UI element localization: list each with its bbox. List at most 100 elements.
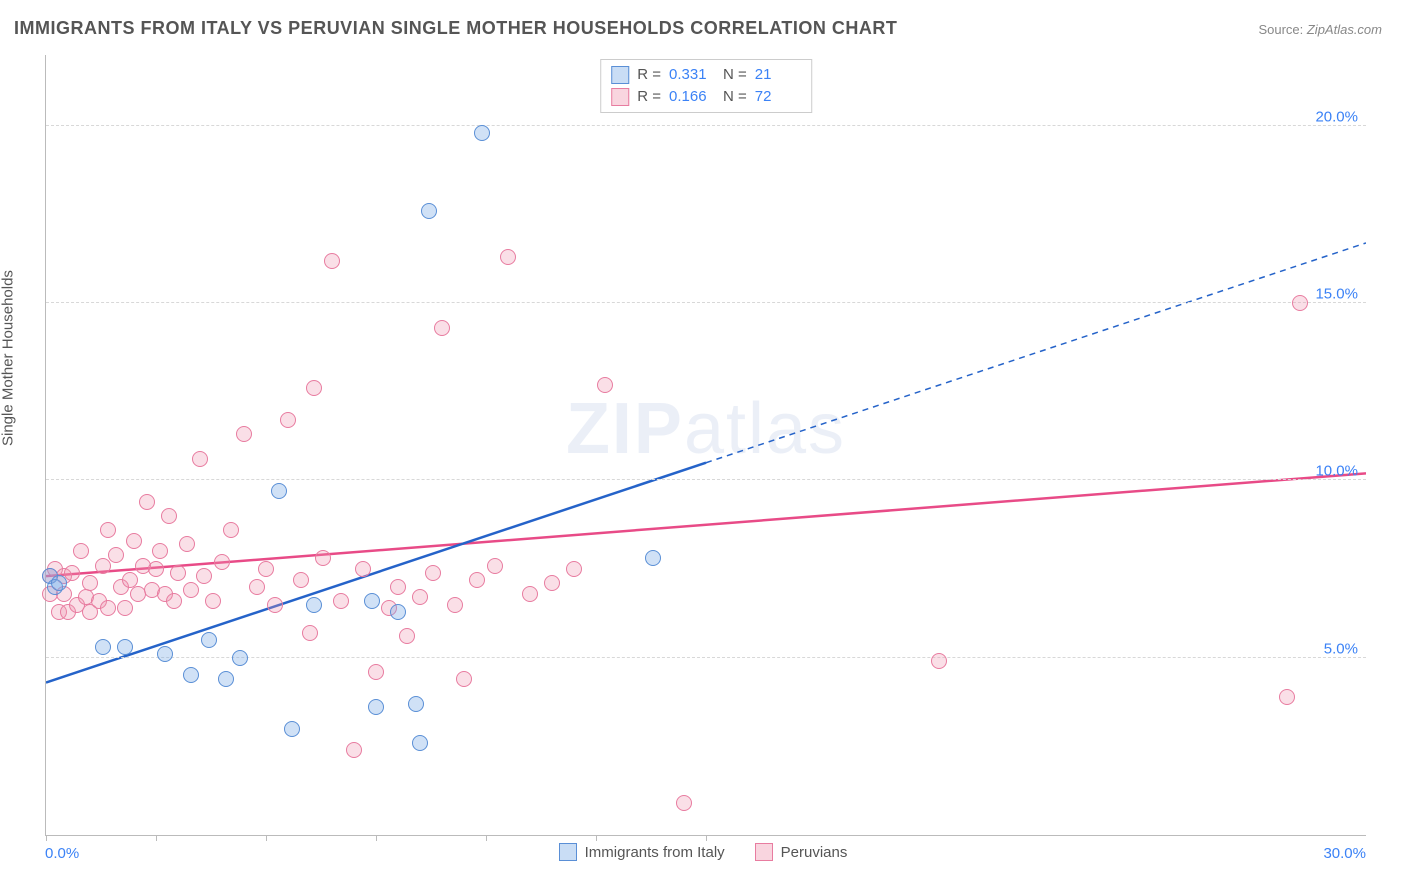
legend-statistics: R = 0.331 N = 21 R = 0.166 N = 72 (600, 59, 812, 113)
n-value-blue: 21 (755, 64, 801, 86)
x-tick-mark (156, 835, 157, 841)
legend-series: Immigrants from Italy Peruvians (0, 843, 1406, 861)
plot-area: ZIPatlas R = 0.331 N = 21 R = 0.166 N = … (45, 55, 1366, 836)
data-point (390, 604, 406, 620)
legend-item-pink: Peruvians (755, 843, 848, 861)
data-point (425, 565, 441, 581)
data-point (355, 561, 371, 577)
data-point (306, 380, 322, 396)
data-point (64, 565, 80, 581)
data-point (293, 572, 309, 588)
data-point (161, 508, 177, 524)
swatch-pink (611, 88, 629, 106)
data-point (126, 533, 142, 549)
chart-container: IMMIGRANTS FROM ITALY VS PERUVIAN SINGLE… (0, 0, 1406, 892)
data-point (469, 572, 485, 588)
data-point (139, 494, 155, 510)
data-point (82, 575, 98, 591)
n-label-pink: N = (723, 86, 747, 108)
data-point (258, 561, 274, 577)
x-tick-mark (706, 835, 707, 841)
data-point (315, 550, 331, 566)
data-point (232, 650, 248, 666)
swatch-pink-icon (755, 843, 773, 861)
data-point (192, 451, 208, 467)
data-point (1279, 689, 1295, 705)
n-value-pink: 72 (755, 86, 801, 108)
gridline (46, 302, 1366, 303)
y-tick-label: 5.0% (1324, 640, 1358, 657)
source-attribution: Source: ZipAtlas.com (1258, 22, 1382, 37)
swatch-blue-icon (559, 843, 577, 861)
y-tick-label: 10.0% (1315, 463, 1358, 480)
data-point (73, 543, 89, 559)
data-point (271, 483, 287, 499)
data-point (223, 522, 239, 538)
regression-lines-layer (46, 55, 1366, 835)
gridline (46, 479, 1366, 480)
r-label-pink: R = (637, 86, 661, 108)
data-point (117, 639, 133, 655)
data-point (267, 597, 283, 613)
data-point (456, 671, 472, 687)
data-point (324, 253, 340, 269)
x-tick-mark (596, 835, 597, 841)
data-point (95, 639, 111, 655)
data-point (931, 653, 947, 669)
data-point (500, 249, 516, 265)
data-point (676, 795, 692, 811)
watermark-light: atlas (684, 389, 846, 469)
data-point (183, 667, 199, 683)
watermark: ZIPatlas (566, 388, 846, 470)
x-tick-mark (376, 835, 377, 841)
data-point (108, 547, 124, 563)
x-tick-mark (266, 835, 267, 841)
y-tick-label: 20.0% (1315, 108, 1358, 125)
data-point (487, 558, 503, 574)
data-point (306, 597, 322, 613)
data-point (399, 628, 415, 644)
data-point (100, 600, 116, 616)
data-point (474, 125, 490, 141)
n-label-blue: N = (723, 64, 747, 86)
data-point (183, 582, 199, 598)
legend-row-pink: R = 0.166 N = 72 (611, 86, 801, 108)
data-point (117, 600, 133, 616)
data-point (196, 568, 212, 584)
chart-title: IMMIGRANTS FROM ITALY VS PERUVIAN SINGLE… (14, 18, 897, 39)
legend-row-blue: R = 0.331 N = 21 (611, 64, 801, 86)
data-point (421, 203, 437, 219)
data-point (447, 597, 463, 613)
watermark-bold: ZIP (566, 389, 684, 469)
data-point (544, 575, 560, 591)
r-value-blue: 0.331 (669, 64, 715, 86)
regression-line-blue-dashed (706, 243, 1366, 463)
regression-line-pink (46, 473, 1366, 576)
data-point (218, 671, 234, 687)
swatch-blue (611, 66, 629, 84)
data-point (201, 632, 217, 648)
data-point (152, 543, 168, 559)
data-point (170, 565, 186, 581)
data-point (333, 593, 349, 609)
r-label-blue: R = (637, 64, 661, 86)
data-point (100, 522, 116, 538)
data-point (95, 558, 111, 574)
data-point (412, 735, 428, 751)
data-point (284, 721, 300, 737)
data-point (1292, 295, 1308, 311)
data-point (368, 699, 384, 715)
data-point (214, 554, 230, 570)
data-point (368, 664, 384, 680)
legend-label-pink: Peruvians (781, 844, 848, 861)
x-tick-mark (486, 835, 487, 841)
data-point (236, 426, 252, 442)
data-point (249, 579, 265, 595)
data-point (157, 646, 173, 662)
x-tick-mark (46, 835, 47, 841)
data-point (179, 536, 195, 552)
legend-label-blue: Immigrants from Italy (585, 844, 725, 861)
data-point (412, 589, 428, 605)
data-point (390, 579, 406, 595)
data-point (522, 586, 538, 602)
